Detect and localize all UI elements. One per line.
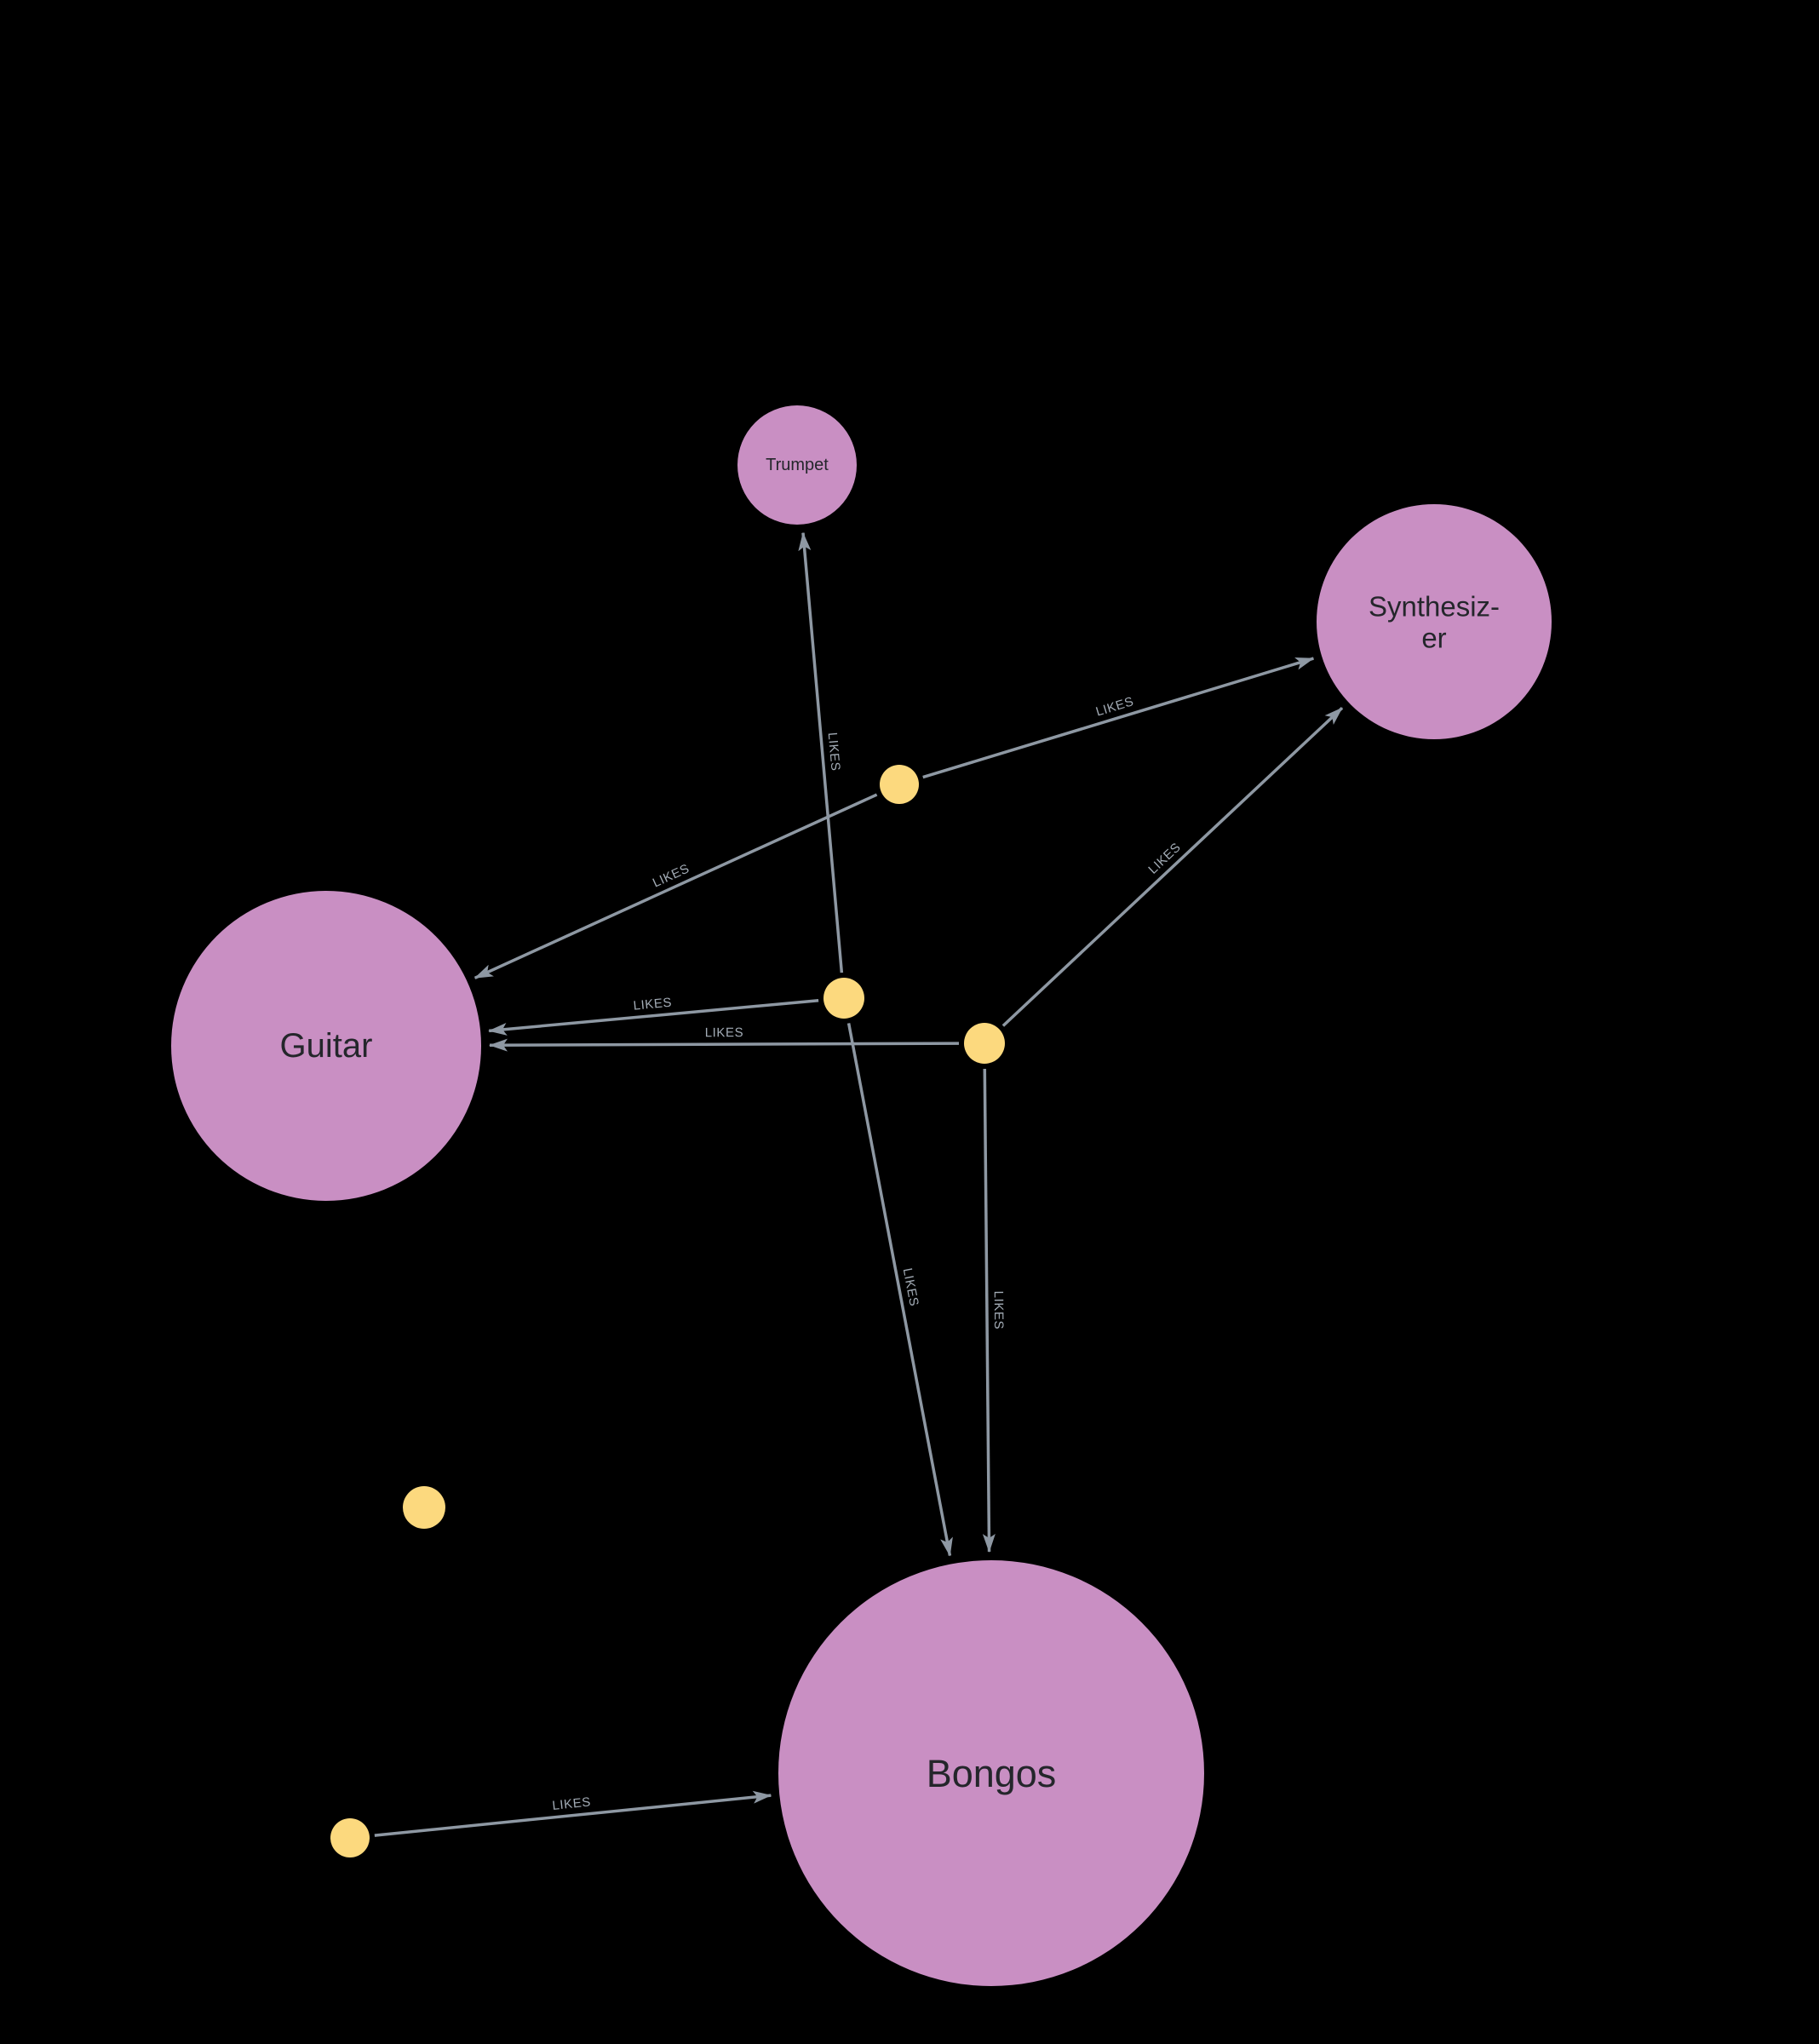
edge-person-b-trumpet[interactable] [798,531,844,973]
node-caption-synthesizer: Synthesiz-er [1369,590,1500,653]
person-d-circle [403,1486,445,1529]
guitar-circle [171,891,481,1201]
edge-label-likes: LIKES [825,732,843,772]
person-c-circle [964,1023,1005,1064]
edge-person-a-guitar[interactable] [473,793,878,979]
edge-person-e-bongos[interactable] [374,1790,772,1837]
edge-person-c-guitar[interactable] [488,1038,960,1052]
edge-person-c-bongos[interactable] [982,1068,996,1553]
node-person-d[interactable] [403,1486,445,1529]
node-person-e[interactable] [330,1818,370,1857]
node-caption-guitar: Guitar [280,1027,373,1065]
node-person-a[interactable] [880,765,919,804]
edge-label-likes: LIKES [651,861,691,890]
node-caption-trumpet: Trumpet [766,456,829,474]
bongos-circle [778,1560,1204,1986]
edge-person-b-guitar[interactable] [488,999,819,1036]
edge-label-likes: LIKES [705,1025,744,1040]
edge-label-likes: LIKES [1145,840,1184,877]
edge-person-c-synthesizer[interactable] [1001,706,1344,1027]
node-synthesizer[interactable]: Synthesiz-er [1317,504,1552,739]
trumpet-circle [737,405,857,525]
node-guitar[interactable]: Guitar [171,891,481,1201]
node-person-c[interactable] [964,1023,1005,1064]
edge-label-likes: LIKES [633,996,673,1013]
edge-label-likes: LIKES [991,1291,1006,1330]
node-layer: Trumpet Synthesiz-er Guitar Bongos [171,405,1552,1986]
synthesizer-circle [1317,504,1552,739]
edge-person-a-synthesizer[interactable] [922,657,1315,779]
person-e-circle [330,1818,370,1857]
node-bongos[interactable]: Bongos [778,1560,1204,1986]
person-b-circle [823,978,864,1019]
edge-person-b-bongos[interactable] [846,1023,953,1557]
person-a-circle [880,765,919,804]
node-person-b[interactable] [823,978,864,1019]
node-trumpet[interactable]: Trumpet [737,405,857,525]
node-caption-bongos: Bongos [927,1752,1057,1795]
edge-label-likes: LIKES [552,1794,592,1813]
